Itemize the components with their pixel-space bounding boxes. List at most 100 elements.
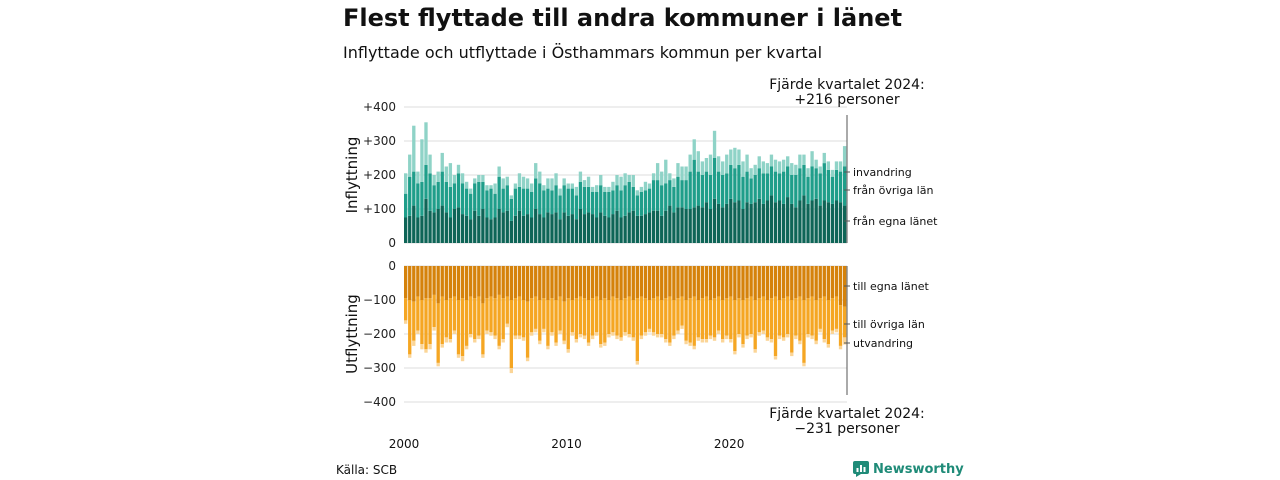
bar-2-inflow bbox=[432, 175, 436, 186]
bar-2-outflow bbox=[456, 354, 461, 358]
bar-2-inflow bbox=[525, 178, 530, 189]
bar-2-outflow bbox=[700, 339, 705, 343]
bar-0-inflow bbox=[635, 215, 639, 243]
bar-1-outflow bbox=[655, 296, 660, 334]
bar-0-outflow bbox=[684, 266, 688, 300]
bar-0-outflow bbox=[513, 266, 518, 299]
bar-2-inflow bbox=[692, 139, 696, 160]
bar-2-inflow bbox=[534, 163, 538, 179]
bar-1-outflow bbox=[660, 300, 664, 334]
bar-2-outflow bbox=[684, 340, 688, 345]
bar-2-outflow bbox=[477, 335, 481, 340]
bar-2-inflow bbox=[786, 156, 790, 167]
bar-1-outflow bbox=[477, 296, 481, 336]
bar-0-outflow bbox=[660, 266, 664, 300]
bar-2-outflow bbox=[655, 334, 660, 338]
bar-2-outflow bbox=[428, 344, 432, 350]
bar-1-outflow bbox=[428, 298, 432, 345]
bar-0-inflow bbox=[668, 205, 672, 243]
bar-2-inflow bbox=[810, 151, 814, 167]
bar-2-inflow bbox=[721, 161, 725, 175]
bar-1-outflow bbox=[810, 296, 814, 336]
bar-1-inflow bbox=[456, 173, 461, 208]
bar-2-inflow bbox=[485, 185, 489, 191]
bar-0-outflow bbox=[733, 266, 737, 300]
bar-2-outflow bbox=[436, 362, 440, 367]
bar-2-inflow bbox=[607, 186, 611, 192]
bar-2-outflow bbox=[773, 356, 778, 360]
bar-2-inflow bbox=[737, 149, 741, 165]
bar-2-outflow bbox=[777, 335, 782, 340]
bar-2-inflow bbox=[570, 183, 574, 189]
bar-0-outflow bbox=[538, 266, 542, 300]
bar-2-inflow bbox=[753, 164, 757, 175]
bar-2-outflow bbox=[643, 332, 648, 336]
bar-0-inflow bbox=[692, 207, 696, 243]
bar-1-outflow bbox=[485, 298, 489, 331]
bar-0-inflow bbox=[420, 215, 424, 243]
bar-2-outflow bbox=[595, 332, 599, 336]
bar-2-outflow bbox=[749, 334, 753, 338]
bar-0-outflow bbox=[464, 266, 469, 300]
bar-1-inflow bbox=[574, 195, 579, 220]
bar-2-inflow bbox=[664, 159, 668, 184]
bar-0-inflow bbox=[830, 203, 835, 243]
bar-0-outflow bbox=[651, 266, 656, 299]
bar-1-inflow bbox=[737, 164, 741, 201]
bar-0-inflow bbox=[562, 212, 566, 243]
bar-1-outflow bbox=[688, 298, 692, 343]
bar-2-inflow bbox=[558, 188, 562, 196]
bar-0-outflow bbox=[822, 266, 826, 297]
bar-1-inflow bbox=[806, 176, 810, 204]
bar-1-inflow bbox=[643, 190, 648, 215]
bar-2-outflow bbox=[440, 344, 444, 348]
bar-2-inflow bbox=[623, 173, 627, 186]
bar-0-inflow bbox=[509, 220, 514, 243]
bar-0-inflow bbox=[469, 219, 473, 243]
bar-2-outflow bbox=[582, 335, 587, 340]
bar-2-outflow bbox=[769, 339, 774, 343]
bar-0-outflow bbox=[737, 266, 741, 299]
bar-1-outflow bbox=[651, 298, 656, 333]
bar-2-outflow bbox=[562, 340, 566, 345]
bar-1-outflow bbox=[432, 294, 436, 328]
bar-2-outflow bbox=[599, 344, 603, 348]
bar-2-outflow bbox=[753, 349, 757, 353]
bar-1-outflow bbox=[412, 301, 416, 341]
bar-2-outflow bbox=[806, 334, 810, 338]
bar-2-outflow bbox=[444, 337, 448, 343]
bar-0-outflow bbox=[570, 266, 574, 300]
bar-1-outflow bbox=[639, 296, 644, 336]
bar-1-outflow bbox=[611, 296, 615, 333]
bar-0-outflow bbox=[761, 266, 765, 297]
bar-2-outflow bbox=[668, 342, 672, 346]
bar-2-inflow bbox=[729, 149, 733, 165]
bar-0-outflow bbox=[700, 266, 705, 299]
bar-1-inflow bbox=[822, 163, 826, 201]
bar-1-inflow bbox=[562, 185, 566, 213]
bar-1-outflow bbox=[818, 298, 822, 329]
bar-0-inflow bbox=[554, 212, 558, 243]
bar-2-inflow bbox=[460, 173, 465, 184]
bar-1-inflow bbox=[469, 193, 473, 220]
bar-0-inflow bbox=[444, 212, 448, 243]
bar-1-outflow bbox=[794, 298, 798, 336]
bar-2-inflow bbox=[712, 130, 717, 158]
bar-1-inflow bbox=[798, 168, 802, 201]
bar-1-inflow bbox=[745, 171, 749, 203]
bar-2-outflow bbox=[676, 330, 680, 334]
bar-0-inflow bbox=[436, 209, 440, 243]
bar-2-outflow bbox=[464, 345, 469, 350]
bar-0-inflow bbox=[643, 214, 648, 243]
bar-1-inflow bbox=[586, 186, 591, 213]
bar-2-outflow bbox=[615, 335, 619, 340]
bar-1-inflow bbox=[765, 173, 770, 201]
bar-1-inflow bbox=[818, 173, 822, 206]
y-axis-label: Inflyttning bbox=[343, 137, 361, 214]
bar-0-outflow bbox=[554, 266, 558, 300]
bar-0-outflow bbox=[810, 266, 814, 297]
bar-1-outflow bbox=[440, 296, 444, 345]
bar-0-outflow bbox=[501, 266, 505, 299]
bar-1-inflow bbox=[509, 198, 514, 221]
bar-2-outflow bbox=[509, 368, 514, 374]
